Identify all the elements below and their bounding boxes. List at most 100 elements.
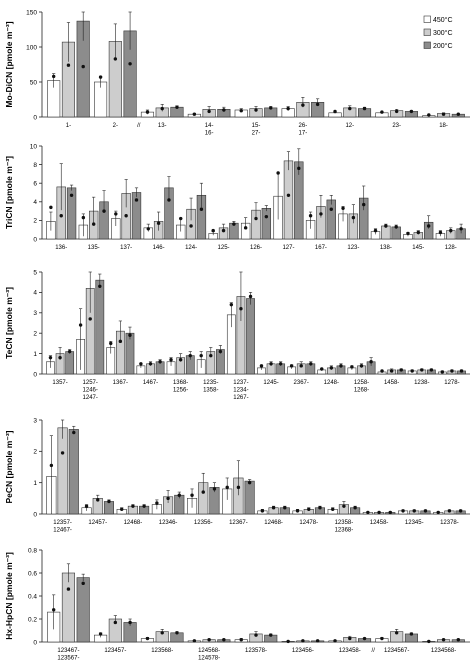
x-tick-label: 146- [153,245,165,251]
x-tick-label: 123568- [151,648,173,654]
data-point [190,493,194,497]
bar-200 [246,298,255,375]
data-point [359,364,364,368]
data-point [440,370,445,374]
data-point [158,360,162,364]
x-tick-label: 12468- [124,520,143,526]
data-point [236,485,241,490]
x-tick-label: 2- [113,123,118,129]
data-point [350,365,354,369]
data-point [175,105,179,109]
data-point [188,353,192,358]
x-tick-label: 145- [412,245,424,251]
data-point [139,362,143,366]
data-point [329,207,333,211]
x-tick-label: 26-17- [299,123,308,137]
data-point [410,369,414,373]
data-point [239,109,243,113]
data-point [416,230,421,235]
y-axis-title: PeCN [pmole m⁻³] [4,430,14,503]
x-tick-label: 12- [345,123,354,129]
data-point [333,639,337,643]
bar-200 [65,351,75,375]
data-point [49,205,53,210]
data-point [260,509,265,513]
data-point [78,323,83,327]
data-point [388,510,392,515]
legend: 450°C 300°C 200°C [423,15,453,50]
data-point [142,504,146,508]
x-tick-label: 12346- [159,520,178,526]
data-point [301,639,305,643]
data-point [341,206,345,211]
x-tick-label: 123457- [104,648,126,654]
data-point [155,501,159,505]
data-point [120,507,124,511]
data-point [239,638,243,642]
x-tick-label: 123578- [245,648,267,654]
y-tick-label: 0 [33,236,37,243]
data-point [88,317,92,321]
panel-3: 0 1 2 3 4 5 TeCN [pmole m⁻³] 1357- 1257-1246-124… [4,269,470,401]
data-point [436,510,440,515]
x-tick-label: 127- [282,245,294,251]
data-point [309,362,313,366]
x-tick-label: 1234567- [384,648,409,654]
data-point [459,369,464,373]
data-point [315,639,320,643]
y-tick-label: 0.2 [28,616,37,623]
data-point [232,222,236,226]
bar-300 [283,160,294,240]
x-tick-label: 12345- [405,520,424,526]
x-tick-label: 1357- [52,380,67,386]
data-point [429,368,434,372]
data-point [134,198,139,202]
data-point [118,339,123,344]
bar-200 [261,208,272,240]
data-point [248,294,253,299]
data-point [458,509,463,513]
x-tick-label: 123467-123567- [57,648,79,662]
data-point [441,638,446,642]
data-point [427,113,431,117]
x-tick-label: 1237-1234-1267- [233,380,248,401]
x-tick-label: 12356- [194,520,213,526]
x-tick-label: 15-27- [252,123,261,137]
data-point [380,369,384,373]
data-point [218,349,223,354]
data-point [394,109,399,114]
data-point [192,639,197,643]
data-point [179,216,183,221]
data-point [229,302,234,307]
x-tick-label: 14-16- [205,123,214,137]
data-point [409,632,414,636]
data-point [318,506,322,510]
data-point [128,333,132,337]
data-point [201,490,205,494]
panel-4: 0 1 2 3 PeCN [pmole m⁻³] 12357-12467- 12457- 12… [4,417,470,534]
x-tick-label: 1367- [113,380,128,386]
data-point [320,367,324,371]
x-tick-label: 12367- [229,520,248,526]
axis-break-mark: // [372,648,376,654]
data-point [98,75,103,79]
bar-200 [103,501,114,515]
data-point [426,224,431,228]
y-tick-label: 0 [33,114,37,121]
y-axis-title: TeCN [pmole m⁻³] [4,287,14,359]
y-tick-label: 5 [33,269,37,276]
data-point [271,506,276,510]
x-tick-label: 12357-12467- [53,520,72,534]
x-tick-label: 1257-1246-1247- [83,380,98,401]
data-point [254,216,258,221]
y-tick-label: 0.8 [28,547,37,554]
data-point [269,362,273,366]
bar-200 [244,480,255,515]
data-point [377,510,381,515]
data-point [212,487,217,491]
data-point [209,353,213,358]
data-point [175,631,179,635]
data-point [107,499,111,504]
x-tick-label: 1234568- [431,648,456,654]
data-point [98,284,102,288]
